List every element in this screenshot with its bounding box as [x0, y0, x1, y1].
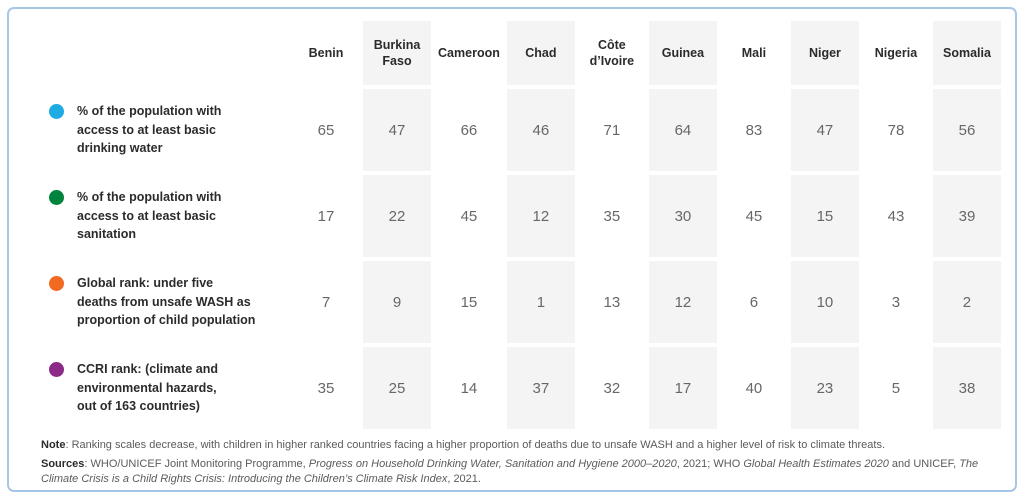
table-cell: 13 — [603, 293, 621, 311]
table-cell: 35 — [317, 379, 335, 397]
row-label-text: Global rank: under five deaths from unsa… — [77, 275, 256, 328]
table-cell: 1 — [506, 261, 575, 343]
table-cell: 14 — [460, 379, 478, 397]
sources-label: Sources — [41, 457, 85, 470]
note-text: Note: Ranking scales decrease, with chil… — [41, 439, 885, 451]
table-cell: 5 — [891, 379, 901, 397]
orange-dot-icon — [49, 275, 64, 291]
row-label-global-rank: Global rank: under five deaths from unsa… — [49, 261, 289, 343]
table-cell: 17 — [317, 207, 335, 225]
column-header-cameroon: Cameroon — [438, 45, 500, 60]
sources-text: Sources: WHO/UNICEF Joint Monitoring Pro… — [41, 457, 1001, 487]
table-cell: 10 — [790, 261, 859, 343]
table-cell: 78 — [887, 121, 905, 139]
column-header-chad: Chad — [506, 21, 575, 85]
table-cell: 9 — [363, 261, 432, 343]
table-cell: 45 — [745, 207, 763, 225]
table-cell: 7 — [321, 293, 331, 311]
column-header-benin: Benin — [308, 45, 344, 60]
table-cell: 32 — [603, 379, 621, 397]
row-label-drinking-water: % of the population with access to at le… — [49, 89, 289, 171]
sources-segments: : WHO/UNICEF Joint Monitoring Programme,… — [41, 457, 979, 485]
column-header-somalia: Somalia — [932, 21, 1001, 85]
column-header-cote-divoire: Côte d’Ivoire — [589, 37, 635, 68]
table-cell: 17 — [648, 347, 717, 429]
blue-dot-icon — [49, 103, 64, 119]
table-cell: 6 — [749, 293, 759, 311]
row-label-text: CCRI rank: (climate and environmental ha… — [77, 361, 219, 414]
table-cell: 83 — [745, 121, 763, 139]
table-cell: 23 — [790, 347, 859, 429]
table-cell: 12 — [506, 175, 575, 257]
note-label: Note — [41, 439, 66, 451]
table-cell: 37 — [506, 347, 575, 429]
table-cell: 45 — [460, 207, 478, 225]
table-cell: 35 — [603, 207, 621, 225]
table-cell: 47 — [790, 89, 859, 171]
column-header-guinea: Guinea — [648, 21, 717, 85]
green-dot-icon — [49, 189, 64, 205]
row-label-sanitation: % of the population with access to at le… — [49, 175, 289, 257]
row-label-text: % of the population with access to at le… — [77, 103, 222, 156]
footnotes: Note: Ranking scales decrease, with chil… — [41, 438, 1001, 487]
table-cell: 3 — [891, 293, 901, 311]
corner-cell — [49, 21, 289, 85]
table-cell: 65 — [317, 121, 335, 139]
table-cell: 22 — [363, 175, 432, 257]
table-cell: 25 — [363, 347, 432, 429]
table-cell: 66 — [460, 121, 478, 139]
table-cell: 47 — [363, 89, 432, 171]
table-cell: 40 — [745, 379, 763, 397]
table-cell: 2 — [932, 261, 1001, 343]
purple-dot-icon — [49, 361, 64, 377]
table-cell: 39 — [932, 175, 1001, 257]
table-cell: 46 — [506, 89, 575, 171]
table-cell: 12 — [648, 261, 717, 343]
row-label-text: % of the population with access to at le… — [77, 189, 222, 242]
table-cell: 15 — [790, 175, 859, 257]
wash-data-card: Benin Burkina Faso Cameroon Chad Côte d’… — [7, 7, 1017, 492]
table-cell: 64 — [648, 89, 717, 171]
table-cell: 38 — [932, 347, 1001, 429]
column-header-niger: Niger — [790, 21, 859, 85]
column-header-mali: Mali — [741, 45, 767, 60]
column-header-burkina-faso: Burkina Faso — [363, 21, 432, 85]
column-header-nigeria: Nigeria — [874, 45, 918, 60]
row-label-ccri-rank: CCRI rank: (climate and environmental ha… — [49, 347, 289, 429]
table-cell: 71 — [603, 121, 621, 139]
table-cell: 56 — [932, 89, 1001, 171]
country-data-table: Benin Burkina Faso Cameroon Chad Côte d’… — [49, 21, 1001, 429]
table-cell: 43 — [887, 207, 905, 225]
table-cell: 30 — [648, 175, 717, 257]
table-cell: 15 — [460, 293, 478, 311]
